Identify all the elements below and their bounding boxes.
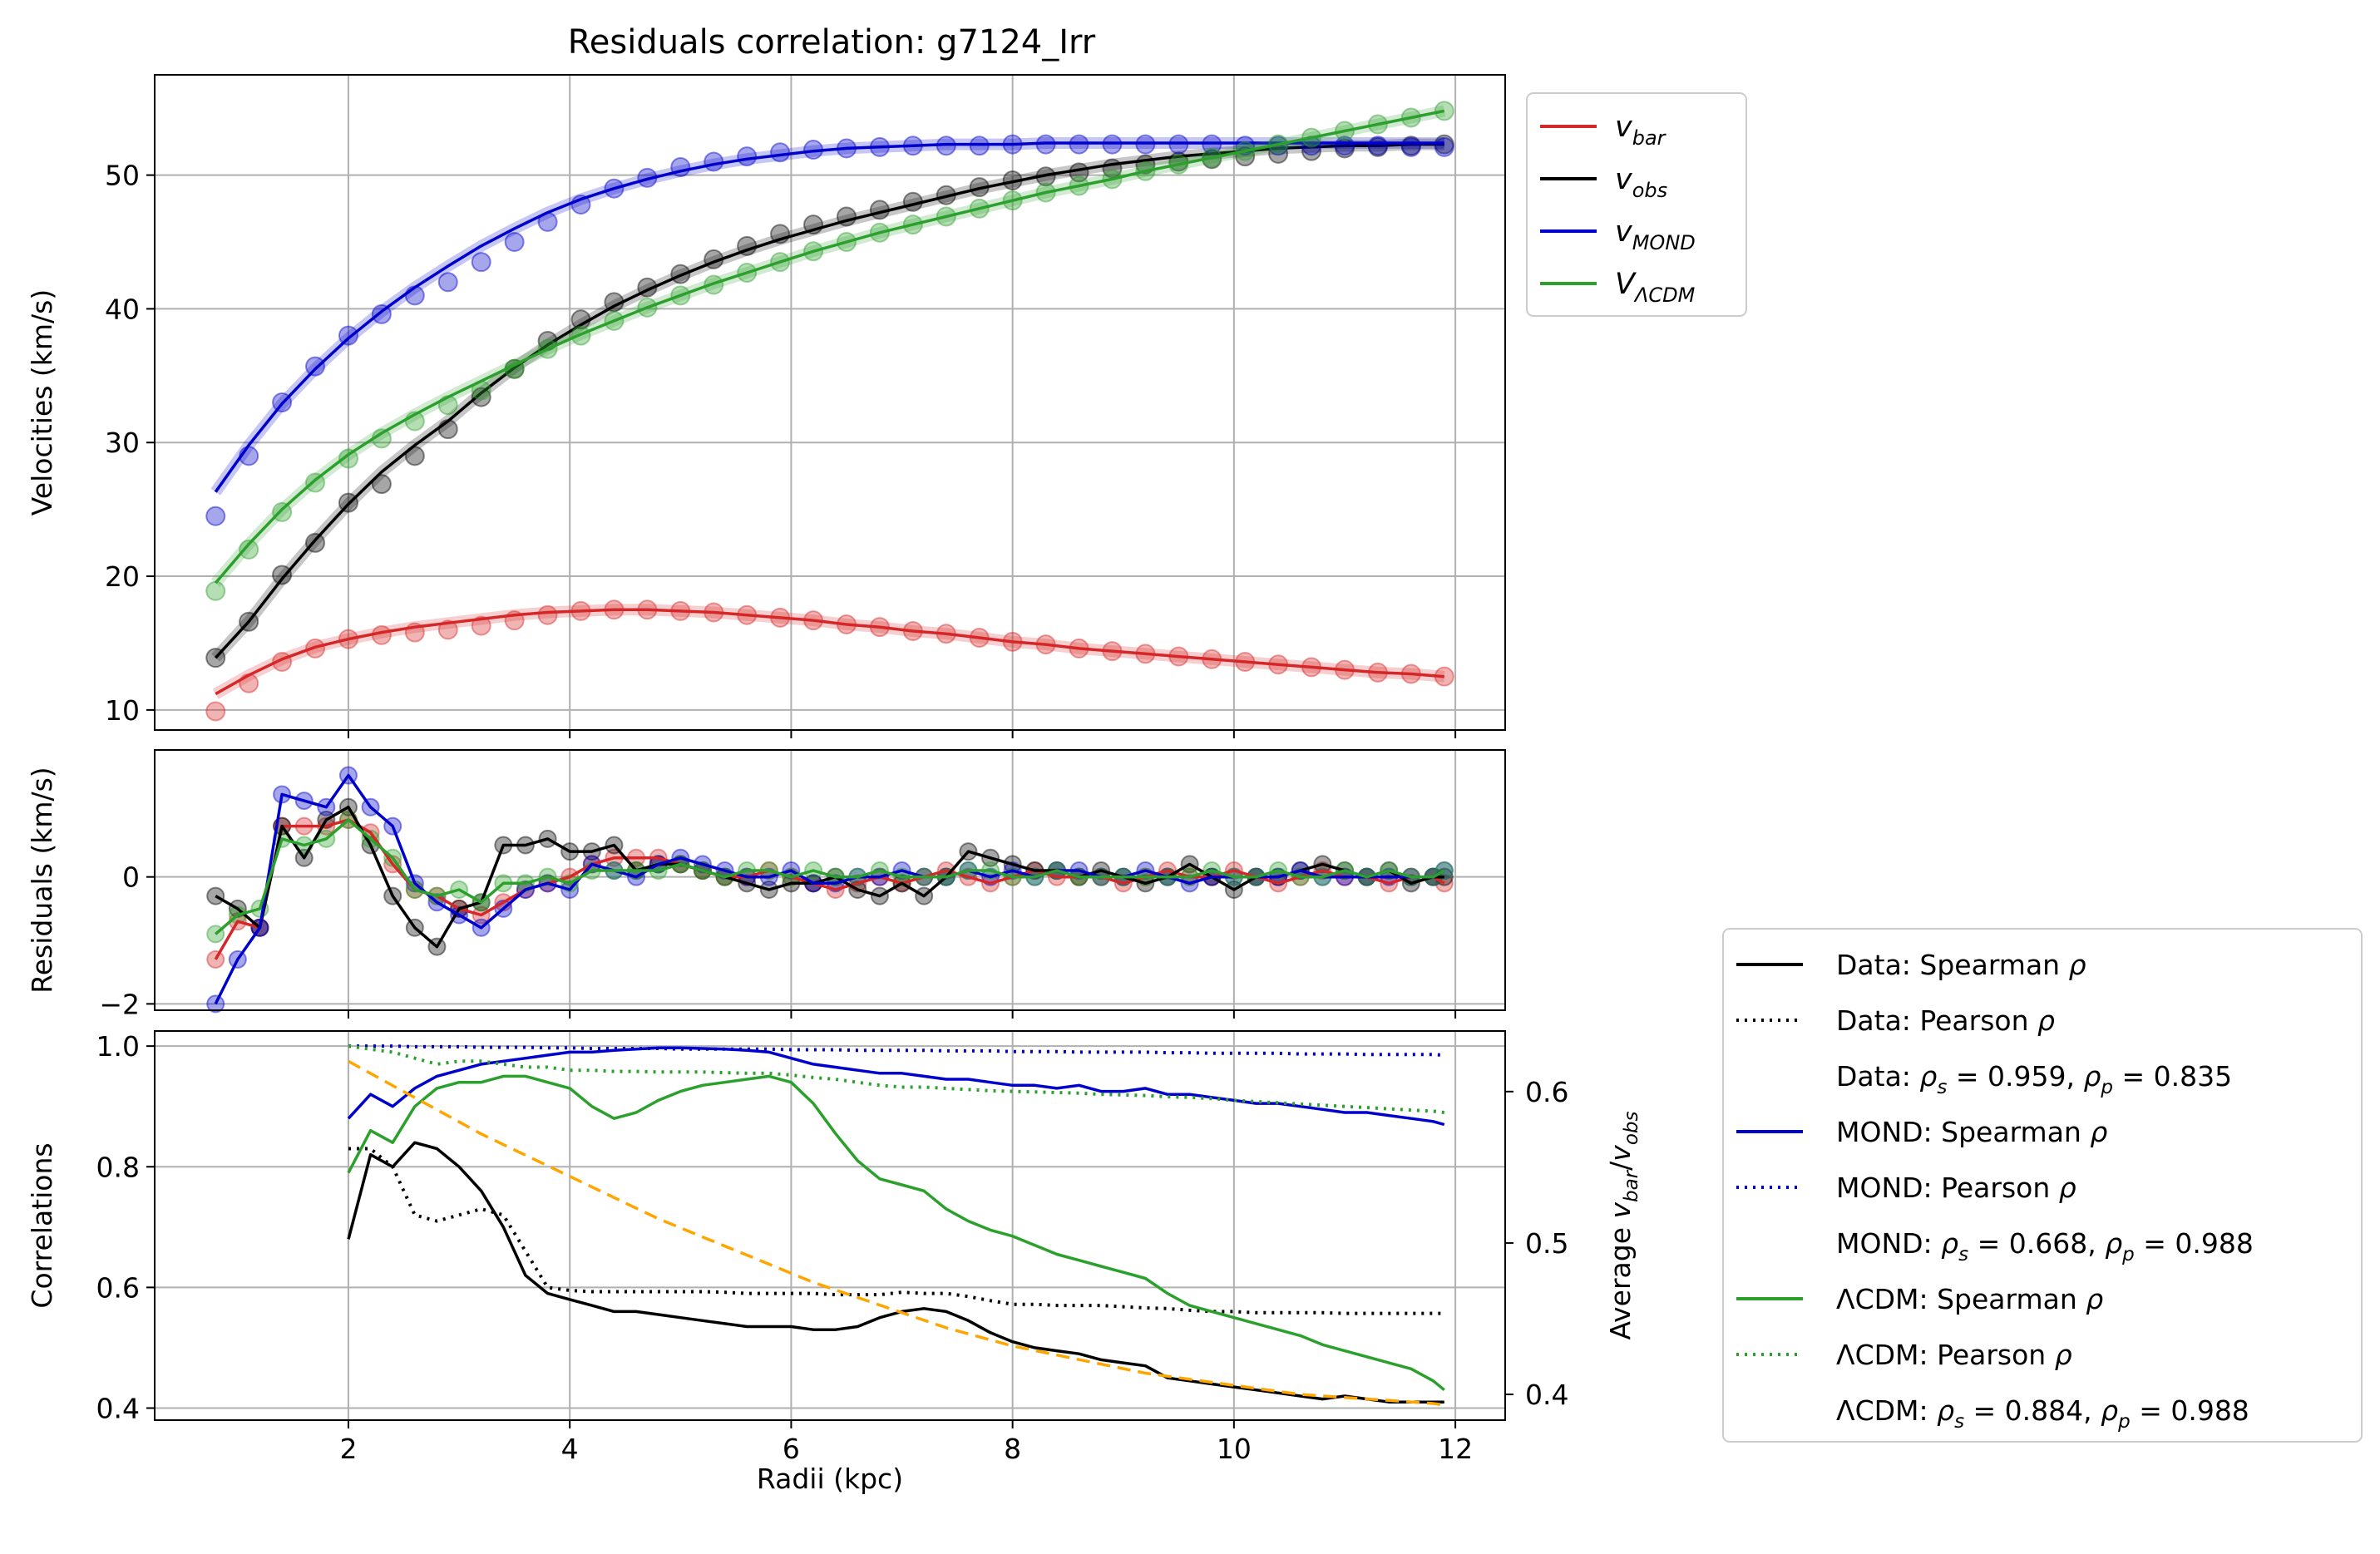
x-tick-label: 6 [783, 1433, 800, 1465]
correlations-legend: Data: Spearman ρ Data: Pearson ρ Data: ρs … [1722, 928, 2363, 1443]
y-tick-label: 30 [105, 427, 140, 459]
y2-tick-label: 0.5 [1525, 1227, 1568, 1260]
data-point-vmond [704, 151, 724, 172]
data-point-vmond [305, 356, 326, 377]
corr-line-data--pearson-- [348, 1147, 1444, 1315]
legend-label: VΛCDM [1615, 268, 1696, 307]
corr-line-mond--spearman-- [347, 1046, 1445, 1127]
y-tick-label: 50 [105, 160, 140, 192]
residual-line-vcdm [215, 818, 1445, 935]
data-point-vbar [537, 604, 558, 625]
y2-tick-label: 0.6 [1525, 1076, 1568, 1108]
data-point-vmond [1434, 136, 1454, 157]
data-point-vmond [504, 232, 525, 253]
fit-band-vcdm [210, 105, 1446, 587]
legend-box [1526, 92, 1747, 317]
fit-band-vmond [210, 137, 1444, 496]
data-point-vbar [205, 701, 226, 722]
x-tick-label: 4 [561, 1433, 579, 1465]
data-point-vmond [1400, 136, 1421, 157]
corr-line-mond--pearson-- [348, 1044, 1444, 1057]
fit-line-vmond [214, 141, 1444, 493]
x-tick-label: 12 [1438, 1433, 1473, 1465]
data-point-vmond [205, 506, 226, 526]
corr-line-data--spearman-- [347, 1141, 1444, 1404]
legend-box [1722, 928, 2363, 1443]
legend-label: vbar [1615, 111, 1667, 150]
y2-axis-label: Average vbar/vobs [1604, 1111, 1642, 1339]
data-point-vmond [1367, 136, 1388, 156]
x-axis-label: Radii (kpc) [757, 1463, 903, 1495]
residuals-panel: −2 0 Residuals (km/s) [26, 749, 1506, 1020]
data-point-vmond [338, 325, 358, 346]
corr-line--cdm--spearman-- [347, 1074, 1445, 1392]
x-tick-label: 2 [339, 1433, 357, 1465]
axes-frame [154, 1030, 1506, 1421]
data-point-vmond [770, 142, 791, 163]
data-point-vcdm [205, 580, 226, 601]
data-point-vmond [471, 252, 491, 273]
legend-label: vMOND [1615, 215, 1696, 254]
residual-point-vbar [206, 950, 225, 969]
y-axis-label: Correlations [26, 1142, 58, 1308]
fit-band-vobs [211, 138, 1444, 662]
data-point-vobs [471, 387, 491, 407]
axes-frame [154, 74, 1506, 731]
y-tick-label: −2 [99, 988, 140, 1020]
legend-label: Data: Pearson ρ [1836, 1004, 2055, 1037]
y-axis-label: Velocities (km/s) [26, 289, 58, 516]
fit-line-vbar [215, 608, 1444, 696]
data-point-vcdm [338, 448, 358, 469]
data-point-vobs [371, 474, 392, 495]
y-tick-label: 0 [122, 861, 140, 894]
data-point-vmond [737, 146, 758, 167]
y-tick-label: 40 [105, 293, 140, 325]
y-tick-label: 0.6 [96, 1271, 140, 1304]
velocities-panel: 10 20 30 40 50 Velocities (km/s) [26, 74, 1506, 738]
legend-label: ΛCDM: Spearman ρ [1836, 1283, 2103, 1315]
figure-title: Residuals correlation: g7124_Irr [568, 23, 1096, 62]
data-point-vmond [437, 272, 458, 293]
y2-tick-label: 0.4 [1525, 1379, 1568, 1411]
x-tick-label: 10 [1217, 1433, 1252, 1465]
axes-frame [154, 749, 1506, 1011]
corr-line-average-v-bar-v-obs [348, 1059, 1445, 1407]
y-tick-label: 0.4 [96, 1392, 140, 1424]
data-point-vcdm [239, 539, 259, 560]
legend-label: ΛCDM: Pearson ρ [1836, 1339, 2072, 1371]
y-tick-label: 0.8 [96, 1151, 140, 1183]
legend-label: Data: Spearman ρ [1836, 949, 2086, 981]
legend-label: MOND: Pearson ρ [1836, 1172, 2076, 1204]
y-axis-label: Residuals (km/s) [26, 767, 58, 993]
legend-label: MOND: Spearman ρ [1836, 1116, 2107, 1148]
y-tick-label: 1.0 [96, 1030, 140, 1063]
legend-stat-label: MOND: ρs = 0.668, ρp = 0.988 [1836, 1227, 2254, 1265]
velocities-legend: vbar vobs vMOND VΛCDM [1526, 92, 1747, 317]
legend-label: vobs [1615, 163, 1667, 202]
fit-line-vcdm [214, 109, 1445, 585]
legend-stat-label: ΛCDM: ρs = 0.884, ρp = 0.988 [1836, 1394, 2249, 1433]
data-point-vbar [437, 619, 458, 640]
data-point-vcdm [272, 501, 293, 522]
x-tick-label: 8 [1004, 1433, 1021, 1465]
data-point-vbar [471, 615, 491, 636]
data-point-vobs [272, 565, 293, 585]
legend-stat-label: Data: ρs = 0.959, ρp = 0.835 [1836, 1060, 2232, 1098]
y-tick-label: 20 [105, 560, 140, 593]
correlations-panel: 2 4 6 8 10 12 0.4 0.6 0.8 1.0 Correlations 0.4 0.5 0.… [26, 1030, 1642, 1495]
data-point-vmond [1334, 136, 1355, 156]
y-tick-label: 10 [105, 694, 140, 727]
